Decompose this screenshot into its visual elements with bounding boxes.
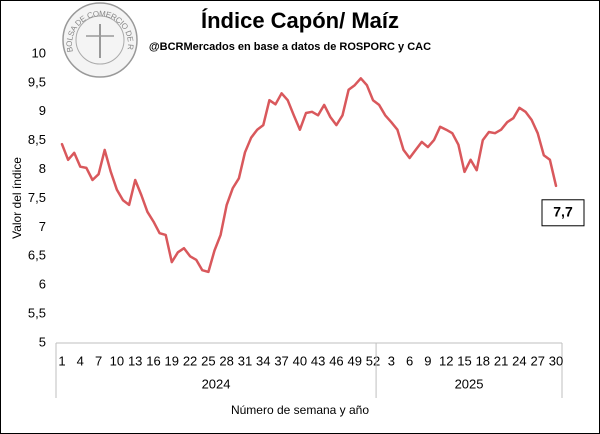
y-tick-label: 5,5 [28,306,46,321]
x-tick-label: 16 [146,353,160,368]
x-tick-label: 15 [457,353,471,368]
x-tick-label: 49 [348,353,362,368]
x-tick-label: 40 [293,353,307,368]
x-group-label: 2024 [202,376,231,391]
x-tick-label: 31 [238,353,252,368]
x-tick-label: 10 [110,353,124,368]
y-tick-label: 8 [39,161,46,176]
x-tick-label: 21 [494,353,508,368]
y-tick-label: 9,5 [28,74,46,89]
x-tick-label: 34 [256,353,270,368]
y-tick-label: 6,5 [28,248,46,263]
x-axis-label: Número de semana y año [231,403,369,417]
y-tick-label: 8,5 [28,132,46,147]
x-tick-label: 52 [366,353,380,368]
x-tick-label: 27 [530,353,544,368]
x-tick-label: 12 [439,353,453,368]
x-tick-label: 4 [77,353,84,368]
y-tick-label: 7,5 [28,190,46,205]
x-tick-label: 18 [476,353,490,368]
x-tick-label: 3 [388,353,395,368]
x-tick-label: 46 [329,353,343,368]
x-tick-label: 28 [219,353,233,368]
x-tick-label: 30 [549,353,563,368]
x-tick-label: 22 [183,353,197,368]
chart-subtitle: @BCRMercados en base a datos de ROSPORC … [149,41,431,53]
logo-inner [75,15,125,65]
chart-title: Índice Capón/ Maíz [201,8,399,33]
y-tick-label: 9 [39,103,46,118]
x-tick-label: 19 [165,353,179,368]
x-tick-label: 6 [406,353,413,368]
x-tick-label: 1 [58,353,65,368]
value-label: 7,7 [553,203,573,219]
y-axis-label: Valor del índice [10,157,24,239]
x-tick-label: 7 [95,353,102,368]
x-tick-label: 9 [424,353,431,368]
x-tick-label: 25 [201,353,215,368]
x-tick-label: 43 [311,353,325,368]
y-tick-label: 6 [39,277,46,292]
x-tick-label: 24 [512,353,526,368]
y-tick-label: 7 [39,219,46,234]
y-tick-label: 5 [39,334,46,349]
x-group-label: 2025 [455,376,484,391]
x-tick-label: 13 [128,353,142,368]
value-label-box [541,199,585,227]
y-tick-label: 10 [32,45,46,60]
data-line [60,77,558,274]
x-tick-label: 37 [274,353,288,368]
